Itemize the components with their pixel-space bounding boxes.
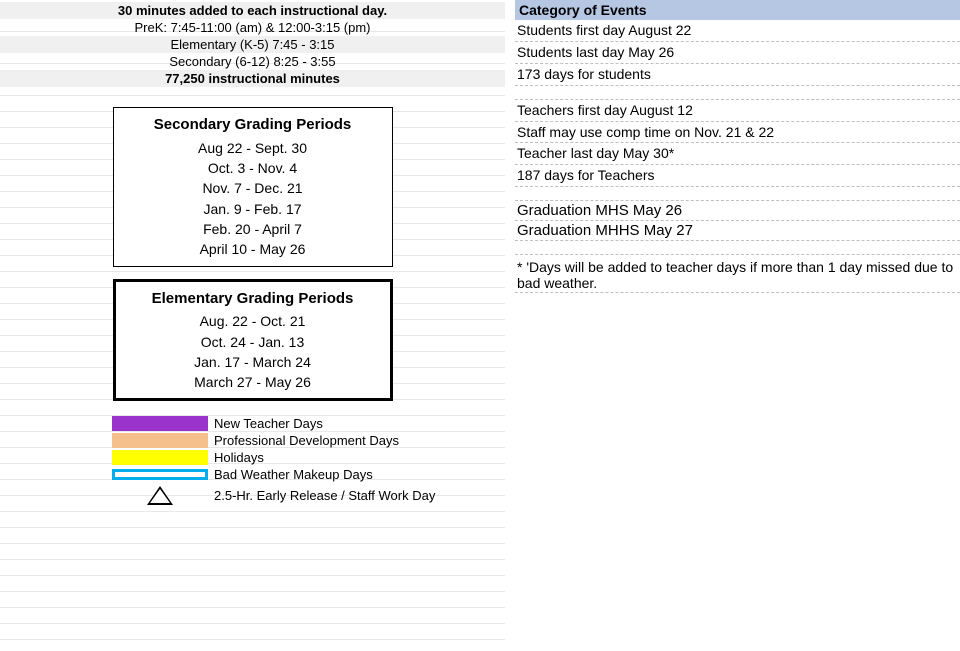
secondary-schedule: Secondary (6-12) 8:25 - 3:55 [0, 53, 505, 70]
legend-label: Bad Weather Makeup Days [214, 467, 373, 482]
legend-swatch [112, 469, 208, 480]
header-note: 30 minutes added to each instructional d… [0, 2, 505, 19]
elementary-schedule: Elementary (K-5) 7:45 - 3:15 [0, 36, 505, 53]
legend-row: 2.5-Hr. Early Release / Staff Work Day [112, 483, 505, 507]
secondary-period: April 10 - May 26 [118, 239, 388, 259]
right-column: Category of Events Students first day Au… [505, 0, 960, 507]
legend-row: Holidays [112, 449, 505, 466]
event-line: Teacher last day May 30* [515, 143, 960, 165]
elementary-grading-title: Elementary Grading Periods [120, 288, 386, 310]
secondary-period: Oct. 3 - Nov. 4 [118, 158, 388, 178]
event-line: 173 days for students [515, 64, 960, 86]
legend-label: 2.5-Hr. Early Release / Staff Work Day [214, 488, 435, 503]
legend-label: Holidays [214, 450, 264, 465]
legend-swatch [112, 433, 208, 448]
legend-label: New Teacher Days [214, 416, 323, 431]
event-line: Students first day August 22 [515, 20, 960, 42]
footnote: * 'Days will be added to teacher days if… [515, 255, 960, 293]
elementary-period: Jan. 17 - March 24 [120, 352, 386, 372]
legend-swatch [112, 416, 208, 431]
legend-row: Bad Weather Makeup Days [112, 466, 505, 483]
secondary-period: Jan. 9 - Feb. 17 [118, 199, 388, 219]
event-line: 187 days for Teachers [515, 165, 960, 187]
spacer [515, 241, 960, 255]
secondary-period: Nov. 7 - Dec. 21 [118, 178, 388, 198]
event-line: Staff may use comp time on Nov. 21 & 22 [515, 122, 960, 144]
instructional-minutes: 77,250 instructional minutes [0, 70, 505, 87]
graduation-line: Graduation MHS May 26 [515, 201, 960, 221]
legend-row: New Teacher Days [112, 415, 505, 432]
graduation-line: Graduation MHHS May 27 [515, 221, 960, 241]
event-line: Teachers first day August 12 [515, 100, 960, 122]
secondary-period: Feb. 20 - April 7 [118, 219, 388, 239]
legend: New Teacher Days Professional Development… [112, 415, 505, 507]
category-header: Category of Events [515, 0, 960, 20]
elementary-period: Aug. 22 - Oct. 21 [120, 311, 386, 331]
secondary-grading-box: Secondary Grading Periods Aug 22 - Sept.… [113, 107, 393, 267]
legend-row: Professional Development Days [112, 432, 505, 449]
spacer [515, 187, 960, 201]
left-column: 30 minutes added to each instructional d… [0, 0, 505, 507]
secondary-period: Aug 22 - Sept. 30 [118, 138, 388, 158]
event-line: Students last day May 26 [515, 42, 960, 64]
spacer [515, 86, 960, 100]
triangle-icon [112, 484, 208, 506]
legend-swatch [112, 450, 208, 465]
secondary-grading-title: Secondary Grading Periods [118, 114, 388, 136]
elementary-grading-box: Elementary Grading Periods Aug. 22 - Oct… [113, 279, 393, 402]
prek-schedule: PreK: 7:45-11:00 (am) & 12:00-3:15 (pm) [0, 19, 505, 36]
elementary-period: March 27 - May 26 [120, 372, 386, 392]
legend-label: Professional Development Days [214, 433, 399, 448]
elementary-period: Oct. 24 - Jan. 13 [120, 332, 386, 352]
